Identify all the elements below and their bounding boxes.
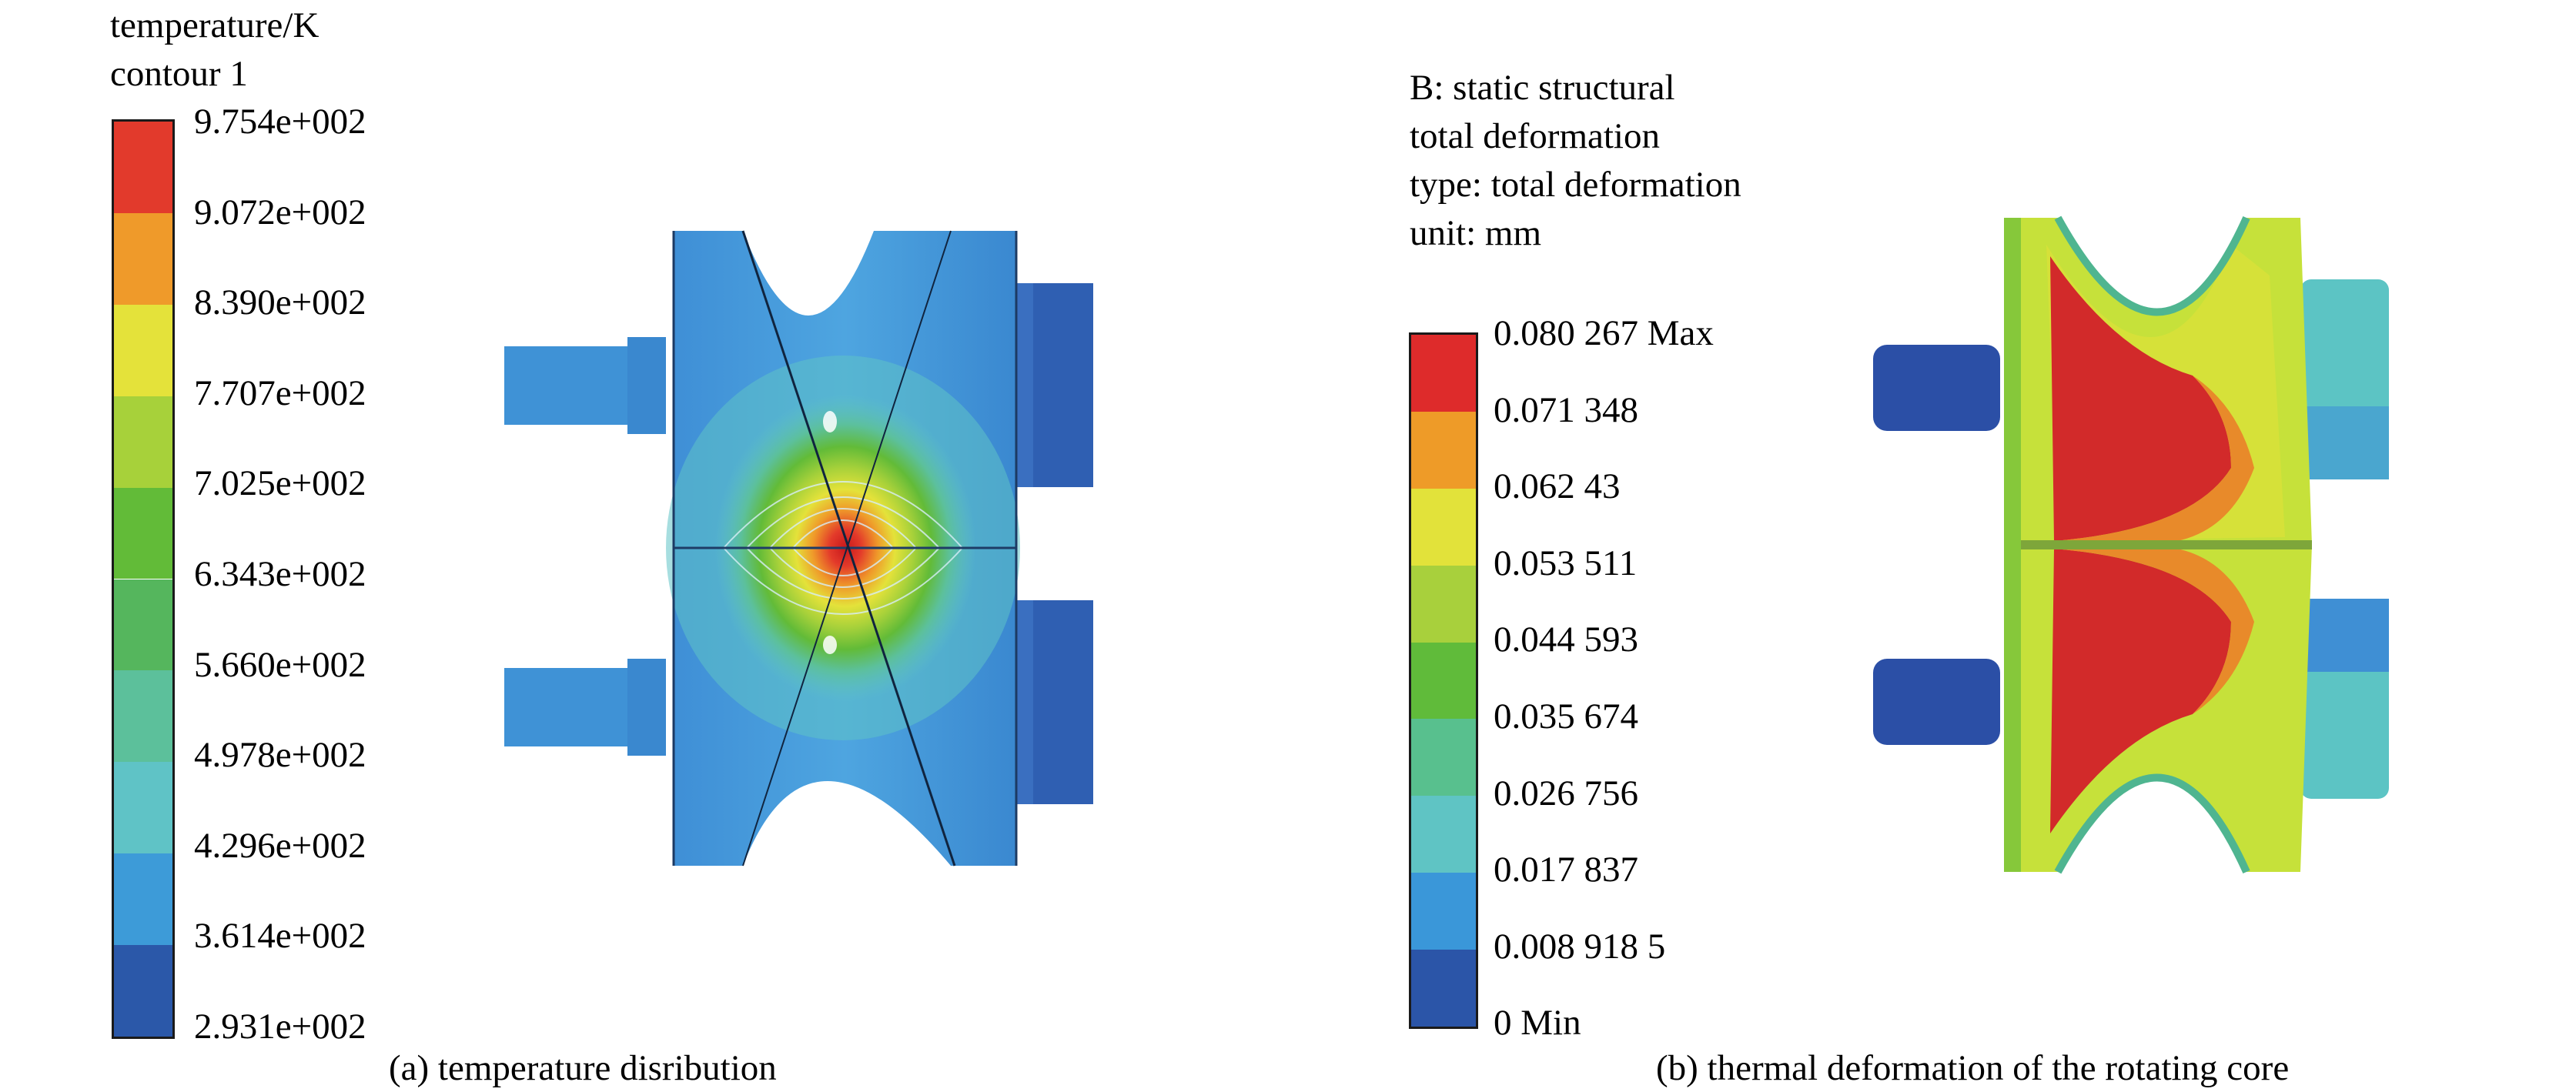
scale-label: 0.026 756 xyxy=(1494,773,1638,813)
legend-header-b: B: static structural total deformation t… xyxy=(1410,64,1741,258)
color-band xyxy=(1411,411,1476,489)
color-band xyxy=(114,304,172,396)
color-band xyxy=(114,670,172,763)
scale-label: 4.978e+002 xyxy=(194,735,366,776)
shaft-left-bottom-b xyxy=(1873,659,2000,745)
roller-model-temperature xyxy=(504,230,1093,867)
legend-header-a: temperature/K contour 1 xyxy=(110,2,319,99)
color-band xyxy=(1411,873,1476,950)
scale-label: 0.080 267 Max xyxy=(1494,313,1714,353)
color-scale-deformation xyxy=(1409,332,1478,1029)
scale-label: 0.008 918 5 xyxy=(1494,926,1666,967)
panel-temperature-distribution: temperature/K contour 1 9.754e+002 9.072e… xyxy=(110,2,1093,1088)
color-band xyxy=(1411,488,1476,566)
color-band xyxy=(1411,335,1476,412)
color-band xyxy=(1411,950,1476,1027)
legend-title-a: temperature/K xyxy=(110,5,319,45)
shaft-right-bottom xyxy=(1032,600,1093,804)
scale-label: 2.931e+002 xyxy=(194,1007,366,1047)
scale-label: 0 Min xyxy=(1494,1003,1581,1044)
color-band xyxy=(1411,719,1476,796)
legend-subtitle-a: contour 1 xyxy=(110,54,248,94)
scale-label: 8.390e+002 xyxy=(194,282,366,323)
panel-thermal-deformation: B: static structural total deformation t… xyxy=(1288,0,2576,1092)
color-band xyxy=(114,945,172,1037)
legend-unit-b: unit: mm xyxy=(1410,213,1542,253)
scale-label: 9.072e+002 xyxy=(194,192,366,232)
color-band xyxy=(114,396,172,488)
scale-label: 7.025e+002 xyxy=(194,463,366,504)
scale-label: 0.071 348 xyxy=(1494,389,1638,430)
scale-label: 0.053 511 xyxy=(1494,543,1638,583)
shaft-right-top xyxy=(1032,283,1093,487)
scale-label: 5.660e+002 xyxy=(194,644,366,685)
scale-label: 9.754e+002 xyxy=(194,102,366,142)
legend-quantity-b: total deformation xyxy=(1410,116,1660,156)
color-band xyxy=(1411,565,1476,643)
shaft-left-bottom xyxy=(504,668,627,746)
color-band xyxy=(114,487,172,579)
color-band xyxy=(1411,796,1476,873)
caption-b: (b) thermal deformation of the rotating … xyxy=(1656,1048,2290,1088)
color-band xyxy=(114,853,172,946)
roller-model-deformation xyxy=(1873,215,2389,874)
scale-label: 0.035 674 xyxy=(1494,696,1638,736)
color-band xyxy=(1411,642,1476,720)
scale-label: 0.062 43 xyxy=(1494,466,1621,507)
color-band xyxy=(114,212,172,305)
shaft-left-top xyxy=(504,346,627,425)
scale-label: 3.614e+002 xyxy=(194,916,366,957)
caption-a: (a) temperature disribution xyxy=(389,1048,777,1088)
color-band xyxy=(114,762,172,854)
shaft-left-top-b xyxy=(1873,345,2000,431)
scale-label: 4.296e+002 xyxy=(194,825,366,866)
legend-analysis-b: B: static structural xyxy=(1410,68,1675,108)
scale-label: 0.044 593 xyxy=(1494,619,1638,660)
scale-label: 6.343e+002 xyxy=(194,554,366,594)
color-band xyxy=(114,122,172,213)
scale-label: 0.017 837 xyxy=(1494,850,1638,890)
scale-label: 7.707e+002 xyxy=(194,372,366,413)
color-band xyxy=(114,579,172,671)
legend-type-b: type: total deformation xyxy=(1410,165,1741,205)
color-scale-temperature xyxy=(112,119,175,1039)
